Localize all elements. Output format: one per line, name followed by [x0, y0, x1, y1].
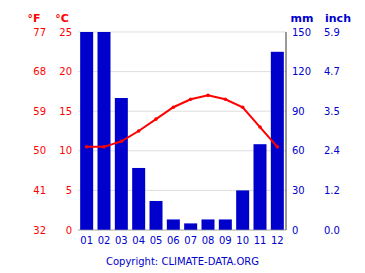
tick-label-c: 0 [66, 225, 72, 236]
x-tick-label: 05 [150, 235, 163, 246]
bar [219, 219, 232, 230]
x-tick-label: 06 [167, 235, 180, 246]
bar [115, 98, 128, 230]
bar [184, 223, 197, 230]
tick-label-f: 41 [33, 185, 46, 196]
temperature-line [87, 95, 278, 146]
marker [206, 94, 210, 98]
tick-label-f: 59 [33, 106, 46, 117]
copyright: Copyright: CLIMATE-DATA.ORG [106, 256, 259, 267]
tick-label-c: 15 [59, 106, 72, 117]
chart: 051015202532415059687703060901201500.01.… [0, 0, 365, 273]
bar [98, 32, 111, 230]
tick-label-mm: 60 [292, 145, 305, 156]
marker [276, 145, 280, 149]
bar [202, 219, 215, 230]
marker [172, 105, 176, 109]
x-tick-label: 07 [184, 235, 197, 246]
tick-label-mm: 0 [292, 225, 298, 236]
marker [154, 117, 158, 121]
tick-label-inch: 5.9 [324, 27, 340, 38]
tick-label-c: 20 [59, 66, 72, 77]
tick-label-c: 25 [59, 27, 72, 38]
axis-label-c: °C [55, 12, 69, 25]
bar [150, 201, 163, 230]
axis-label-f: °F [27, 12, 40, 25]
tick-label-c: 10 [59, 145, 72, 156]
marker [85, 145, 89, 149]
bar [254, 144, 267, 230]
x-tick-label: 12 [271, 235, 284, 246]
marker [258, 125, 262, 129]
tick-label-inch: 1.2 [324, 185, 340, 196]
marker [102, 145, 106, 149]
x-tick-label: 08 [202, 235, 215, 246]
bar [132, 168, 145, 230]
right-border [286, 32, 287, 230]
tick-label-inch: 4.7 [324, 66, 340, 77]
tick-label-f: 68 [33, 66, 46, 77]
tick-label-mm: 90 [292, 106, 305, 117]
plot-area [80, 32, 284, 230]
tick-label-inch: 3.5 [324, 106, 340, 117]
marker [224, 98, 228, 102]
x-tick-label: 02 [98, 235, 111, 246]
tick-label-f: 32 [33, 225, 46, 236]
tick-label-inch: 2.4 [324, 145, 340, 156]
axis-label-mm: mm [291, 12, 314, 25]
marker [241, 105, 245, 109]
bar [236, 190, 249, 230]
tick-label-mm: 120 [292, 66, 311, 77]
marker [120, 139, 124, 143]
marker [189, 98, 193, 102]
x-tick-label: 01 [80, 235, 93, 246]
x-tick-label: 03 [115, 235, 128, 246]
tick-label-mm: 30 [292, 185, 305, 196]
x-tick-label: 10 [236, 235, 249, 246]
tick-label-c: 5 [66, 185, 72, 196]
tick-label-mm: 150 [292, 27, 311, 38]
tick-label-inch: 0.0 [324, 225, 340, 236]
x-axis-line [78, 230, 286, 231]
bar [80, 32, 93, 230]
marker [137, 129, 141, 133]
tick-label-f: 50 [33, 145, 46, 156]
tick-label-f: 77 [33, 27, 46, 38]
x-tick-label: 11 [254, 235, 267, 246]
axis-label-inch: inch [325, 12, 351, 25]
bar [167, 219, 180, 230]
grid-line [78, 230, 286, 231]
x-tick-label: 04 [132, 235, 145, 246]
x-tick-label: 09 [219, 235, 232, 246]
